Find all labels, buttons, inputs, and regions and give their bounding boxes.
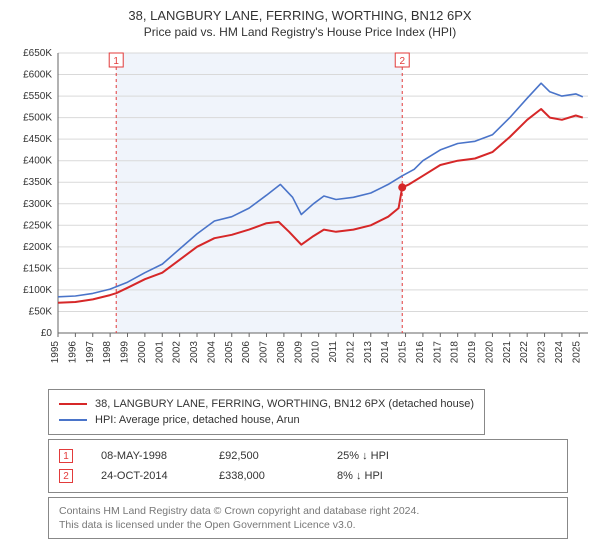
svg-text:£650K: £650K bbox=[23, 48, 52, 59]
svg-text:£150K: £150K bbox=[23, 263, 52, 274]
price-chart: £0 £50K £100K £150K £200K £250K £300K £350K £400… bbox=[8, 43, 592, 383]
svg-text:£0: £0 bbox=[41, 328, 53, 339]
sale-price: £338,000 bbox=[219, 470, 309, 482]
svg-text:2011: 2011 bbox=[328, 341, 339, 363]
svg-text:2004: 2004 bbox=[206, 341, 217, 364]
svg-text:1995: 1995 bbox=[50, 341, 61, 364]
legend-swatch bbox=[59, 403, 87, 405]
legend-label: HPI: Average price, detached house, Arun bbox=[95, 414, 300, 426]
svg-text:2019: 2019 bbox=[467, 341, 478, 364]
svg-text:2024: 2024 bbox=[554, 341, 565, 364]
svg-text:2014: 2014 bbox=[380, 341, 391, 364]
svg-text:2000: 2000 bbox=[137, 341, 148, 364]
sales-table: 1 08-MAY-1998 £92,500 25% ↓ HPI 2 24-OCT-2014… bbox=[48, 439, 568, 493]
svg-text:1996: 1996 bbox=[67, 341, 78, 364]
attribution-line: This data is licensed under the Open Gov… bbox=[59, 518, 557, 532]
attribution: Contains HM Land Registry data © Crown c… bbox=[48, 497, 568, 539]
svg-text:2022: 2022 bbox=[519, 341, 530, 364]
sale-row: 2 24-OCT-2014 £338,000 8% ↓ HPI bbox=[59, 466, 557, 486]
svg-text:2012: 2012 bbox=[345, 341, 356, 364]
svg-text:2003: 2003 bbox=[189, 341, 200, 364]
svg-text:2007: 2007 bbox=[259, 341, 270, 364]
svg-text:£350K: £350K bbox=[23, 177, 52, 188]
legend-item: 38, LANGBURY LANE, FERRING, WORTHING, BN… bbox=[59, 396, 474, 412]
sale-hpi-delta: 25% ↓ HPI bbox=[337, 450, 427, 462]
svg-text:£200K: £200K bbox=[23, 242, 52, 253]
svg-text:2010: 2010 bbox=[311, 341, 322, 364]
svg-text:£100K: £100K bbox=[23, 285, 52, 296]
svg-text:2002: 2002 bbox=[172, 341, 183, 364]
legend-swatch bbox=[59, 419, 87, 421]
sale-row: 1 08-MAY-1998 £92,500 25% ↓ HPI bbox=[59, 446, 557, 466]
svg-text:2016: 2016 bbox=[415, 341, 426, 364]
svg-text:2017: 2017 bbox=[432, 341, 443, 364]
svg-text:2013: 2013 bbox=[363, 341, 374, 364]
svg-text:£550K: £550K bbox=[23, 91, 52, 102]
legend-label: 38, LANGBURY LANE, FERRING, WORTHING, BN… bbox=[95, 398, 474, 410]
svg-text:£600K: £600K bbox=[23, 70, 52, 81]
attribution-line: Contains HM Land Registry data © Crown c… bbox=[59, 504, 557, 518]
svg-text:2018: 2018 bbox=[450, 341, 461, 364]
sale-price: £92,500 bbox=[219, 450, 309, 462]
svg-text:2021: 2021 bbox=[502, 341, 513, 364]
svg-text:2005: 2005 bbox=[224, 341, 235, 364]
svg-text:1999: 1999 bbox=[120, 341, 131, 364]
chart-title: 38, LANGBURY LANE, FERRING, WORTHING, BN… bbox=[8, 8, 592, 23]
svg-text:2025: 2025 bbox=[571, 341, 582, 364]
svg-text:1: 1 bbox=[113, 56, 119, 67]
svg-text:1997: 1997 bbox=[85, 341, 96, 364]
svg-text:£300K: £300K bbox=[23, 199, 52, 210]
legend: 38, LANGBURY LANE, FERRING, WORTHING, BN… bbox=[48, 389, 485, 435]
sale-hpi-delta: 8% ↓ HPI bbox=[337, 470, 427, 482]
svg-text:£400K: £400K bbox=[23, 156, 52, 167]
sale-date: 24-OCT-2014 bbox=[101, 470, 191, 482]
svg-text:2015: 2015 bbox=[398, 341, 409, 364]
chart-subtitle: Price paid vs. HM Land Registry's House … bbox=[8, 25, 592, 39]
sale-badge: 2 bbox=[59, 469, 73, 483]
svg-text:2020: 2020 bbox=[484, 341, 495, 364]
svg-text:2: 2 bbox=[399, 56, 405, 67]
legend-item: HPI: Average price, detached house, Arun bbox=[59, 412, 474, 428]
svg-text:2001: 2001 bbox=[154, 341, 165, 364]
svg-text:1998: 1998 bbox=[102, 341, 113, 364]
svg-text:£450K: £450K bbox=[23, 134, 52, 145]
svg-text:£250K: £250K bbox=[23, 220, 52, 231]
svg-text:2023: 2023 bbox=[537, 341, 548, 364]
sale-date: 08-MAY-1998 bbox=[101, 450, 191, 462]
svg-text:£50K: £50K bbox=[29, 306, 53, 317]
svg-text:2006: 2006 bbox=[241, 341, 252, 364]
svg-text:2009: 2009 bbox=[293, 341, 304, 364]
svg-text:2008: 2008 bbox=[276, 341, 287, 364]
chart-svg: £0 £50K £100K £150K £200K £250K £300K £350K £400… bbox=[8, 43, 592, 383]
sale-badge: 1 bbox=[59, 449, 73, 463]
svg-text:£500K: £500K bbox=[23, 113, 52, 124]
